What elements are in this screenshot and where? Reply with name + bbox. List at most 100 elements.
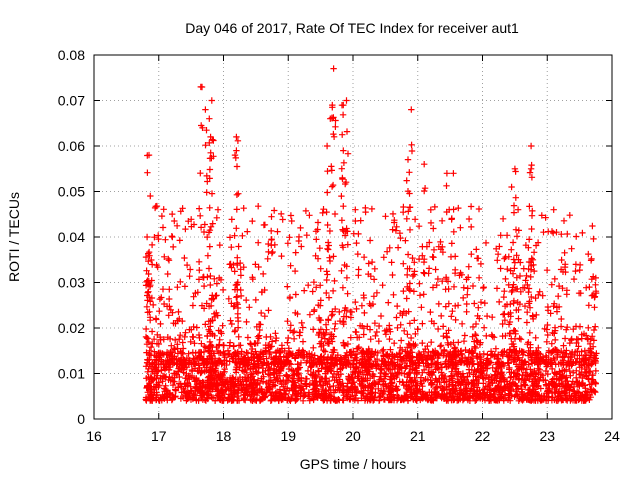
data-point <box>343 225 350 232</box>
data-point <box>461 332 468 339</box>
data-point <box>302 207 310 215</box>
data-point <box>306 350 313 357</box>
data-point <box>398 396 405 404</box>
data-point <box>427 397 435 404</box>
data-point <box>379 347 386 355</box>
data-point <box>530 249 538 256</box>
data-point <box>247 341 255 348</box>
data-point <box>566 212 573 219</box>
data-point <box>455 371 462 378</box>
data-point <box>472 332 480 339</box>
data-point <box>255 263 262 271</box>
data-point <box>162 361 170 368</box>
data-point <box>499 352 506 360</box>
data-point <box>333 374 340 381</box>
data-point <box>267 343 274 350</box>
data-point <box>371 320 379 327</box>
data-point <box>226 358 233 365</box>
y-tick-label: 0.05 <box>58 184 85 200</box>
data-point <box>572 359 579 366</box>
data-point <box>286 396 293 403</box>
data-point <box>542 214 549 221</box>
data-point <box>526 298 533 305</box>
data-point <box>531 267 538 275</box>
data-point <box>418 380 425 387</box>
data-point <box>343 274 351 281</box>
data-point <box>512 391 519 398</box>
data-point <box>373 328 380 336</box>
data-point <box>217 358 224 365</box>
data-point <box>272 337 279 344</box>
data-point <box>513 388 520 395</box>
data-point <box>443 182 450 189</box>
data-point <box>406 341 413 349</box>
data-point <box>544 307 552 314</box>
data-point <box>210 376 217 384</box>
data-point <box>445 300 452 307</box>
data-point <box>399 312 406 319</box>
data-point <box>257 356 265 363</box>
data-point <box>270 395 278 402</box>
data-point <box>273 366 280 373</box>
data-point <box>405 340 412 347</box>
data-point <box>291 267 299 275</box>
data-point <box>206 204 213 211</box>
data-point <box>239 232 246 239</box>
data-point <box>526 349 534 357</box>
data-point <box>160 351 167 358</box>
data-point <box>543 326 550 333</box>
data-point <box>243 377 250 385</box>
data-point <box>337 371 345 378</box>
data-point <box>562 268 569 276</box>
data-point <box>586 381 593 388</box>
y-tick-label: 0.02 <box>58 320 85 336</box>
data-point <box>258 386 265 393</box>
data-point <box>389 271 396 279</box>
data-point <box>551 275 558 283</box>
data-point <box>571 388 578 395</box>
data-point <box>204 384 211 391</box>
data-point <box>200 348 208 356</box>
data-point <box>284 240 292 247</box>
data-point <box>573 233 580 240</box>
data-point <box>311 391 318 399</box>
data-point <box>240 359 247 367</box>
data-point <box>487 395 494 403</box>
data-point <box>230 343 237 350</box>
data-point <box>486 381 494 389</box>
data-point <box>156 295 164 303</box>
data-point <box>175 308 182 316</box>
data-point <box>389 385 396 393</box>
data-point <box>394 244 402 251</box>
data-point <box>504 396 512 403</box>
y-tick-label: 0.01 <box>58 366 85 382</box>
data-point <box>514 285 521 292</box>
data-point <box>509 239 517 246</box>
data-point <box>329 101 336 109</box>
data-point <box>539 292 546 299</box>
data-point <box>210 295 217 302</box>
data-point <box>592 274 599 282</box>
data-point <box>415 223 423 230</box>
data-point <box>319 209 326 217</box>
y-tick-label: 0.06 <box>58 138 85 154</box>
data-point <box>204 252 212 259</box>
data-point <box>388 259 395 266</box>
data-point <box>416 386 423 393</box>
data-point <box>464 291 471 298</box>
data-point <box>285 351 292 358</box>
data-point <box>302 391 309 398</box>
data-point <box>582 351 590 358</box>
data-point <box>165 257 173 264</box>
data-point <box>143 341 151 348</box>
data-point <box>182 375 189 382</box>
data-point <box>158 212 166 220</box>
data-point <box>420 366 428 374</box>
data-point <box>502 275 509 283</box>
data-point <box>260 221 268 229</box>
data-point <box>285 345 292 352</box>
data-point <box>324 245 331 252</box>
data-point <box>400 203 407 211</box>
data-point <box>322 378 329 386</box>
data-point <box>544 370 551 378</box>
